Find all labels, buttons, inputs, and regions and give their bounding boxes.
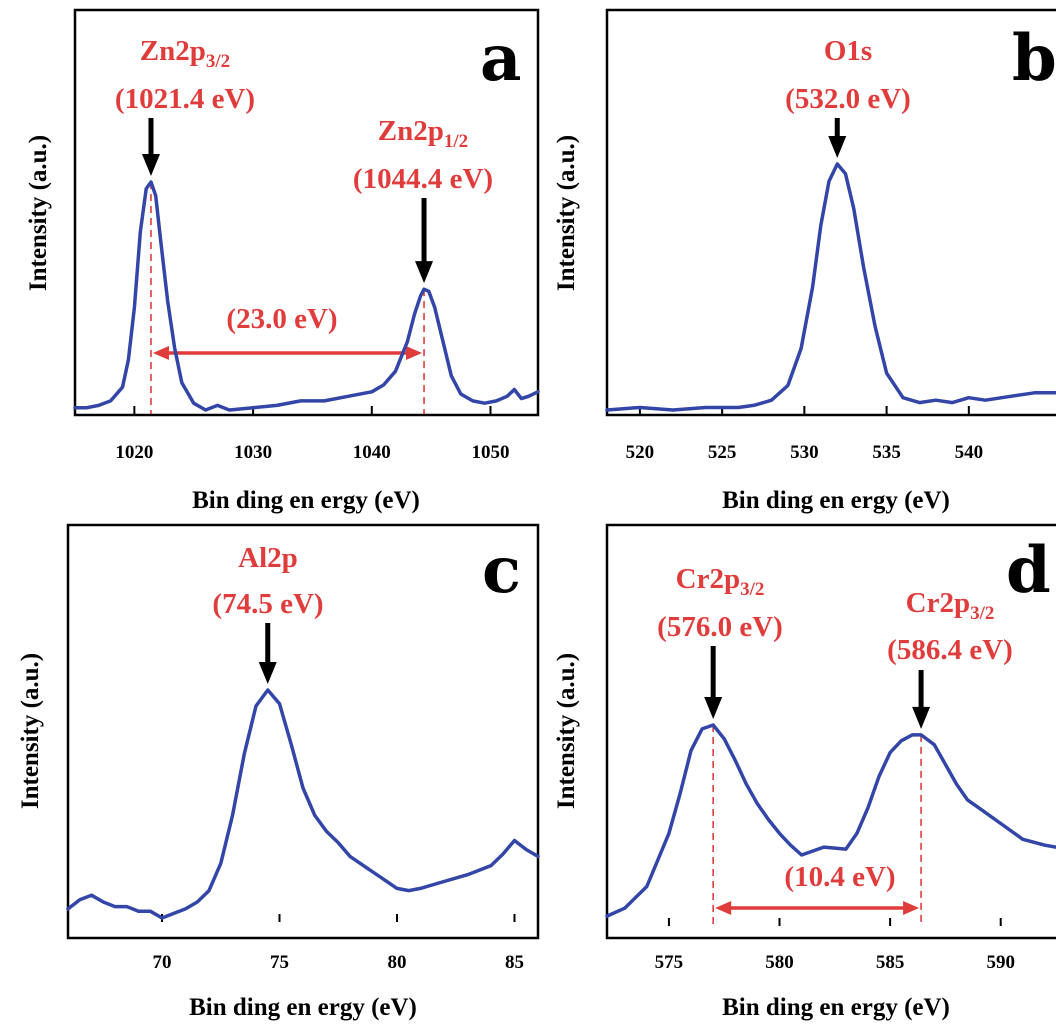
x-tick-label: 70 [153,952,172,973]
panel-a-peak-1-label: Zn2p3/2 (1021.4 eV) [115,35,255,115]
panel-d-x-ticks: 575 580 585 590 [655,918,1015,973]
peak-name: Cr2p [676,563,740,595]
panel-a-x-ticks: 1020 1030 1040 1050 [115,406,510,463]
panel-a-separation-label: (23.0 eV) [226,303,337,335]
peak-arrow-head [258,662,277,684]
panel-b-letter: b [1012,21,1056,96]
x-tick-label: 520 [626,442,655,463]
panel-b-x-axis-title: Bin ding en ergy (eV) [722,487,950,514]
peak-arrow-head [704,697,723,719]
svg-text:Cr2p3/2: Cr2p3/2 [906,587,995,624]
peak-value: (532.0 eV) [785,83,911,115]
svg-text:O1s: O1s [824,35,872,67]
panel-b-peak-1-label: O1s (532.0 eV) [785,35,911,115]
x-tick-label: 585 [876,952,905,973]
panel-a-x-axis-title: Bin ding en ergy (eV) [192,487,420,514]
peak-subscript: 3/2 [970,603,994,624]
panel-b-frame [605,8,1056,417]
peak-name: Cr2p [906,587,970,619]
panel-c-spectrum-line [66,688,540,920]
peak-value: (576.0 eV) [657,611,783,643]
panel-b: b 520 525 530 535 540 O1s (532.0 eV) Bin din… [553,8,1056,514]
peak-arrow-head [828,136,847,158]
x-tick-label: 1030 [234,442,272,463]
panel-c-letter: c [482,533,521,608]
peak-name: Al2p [238,542,298,574]
svg-text:Al2p: Al2p [238,542,298,574]
panel-c-annotation-marks [258,623,277,684]
panel-a-frame [73,8,540,417]
separation-arrow-head-left [152,346,169,360]
x-tick-label: 1020 [115,442,153,463]
x-tick-label: 540 [955,442,984,463]
peak-name: O1s [824,35,872,67]
x-tick-label: 85 [505,952,524,973]
svg-text:Cr2p3/2: Cr2p3/2 [676,563,765,600]
panel-d-y-axis-title: Intensity (a.u.) [553,653,580,809]
panel-a-letter: a [480,21,521,96]
peak-subscript: 3/2 [740,579,764,600]
panel-c-frame [66,523,540,940]
x-tick-label: 75 [270,952,289,973]
panel-d-x-axis-title: Bin ding en ergy (eV) [722,994,950,1021]
panel-c-y-axis-title: Intensity (a.u.) [17,653,44,809]
peak-name: Zn2p [378,115,444,147]
x-tick-label: 575 [655,952,684,973]
peak-arrow-head [141,154,160,176]
panel-a-spectrum-line [73,180,540,412]
x-tick-label: 1050 [472,442,510,463]
panel-d-peak-2-label: Cr2p3/2 (586.4 eV) [887,587,1013,666]
svg-text:Zn2p3/2: Zn2p3/2 [140,35,230,72]
separation-arrow-head-left [715,901,732,915]
panel-c-x-axis-title: Bin ding en ergy (eV) [189,994,417,1021]
panel-a-y-axis-title: Intensity (a.u.) [25,135,52,291]
peak-value: (1021.4 eV) [115,83,255,115]
peak-value: (1044.4 eV) [353,163,493,195]
x-tick-label: 530 [790,442,819,463]
panel-a-peak-2-label: Zn2p1/2 (1044.4 eV) [353,115,493,195]
panel-c: c 70 75 80 85 Al2p (74.5 eV) Bin ding en er… [17,523,540,1021]
panel-d-annotation-marks [704,646,931,926]
panel-d-spectrum-line [605,723,1056,918]
peak-subscript: 3/2 [206,51,230,72]
panel-d-separation-label: (10.4 eV) [784,861,895,893]
separation-arrow-head-right [903,901,920,915]
x-tick-label: 80 [388,952,407,973]
x-tick-label: 590 [986,952,1015,973]
peak-arrow-head [415,261,434,284]
x-tick-label: 1040 [353,442,391,463]
x-tick-label: 580 [765,952,794,973]
panel-d-peak-1-label: Cr2p3/2 (576.0 eV) [657,563,783,643]
separation-arrow-head-right [406,346,423,360]
panel-d-frame [605,523,1056,940]
peak-value: (74.5 eV) [212,588,323,620]
panel-b-y-axis-title: Intensity (a.u.) [553,135,580,291]
peak-value: (586.4 eV) [887,634,1013,666]
peak-name: Zn2p [140,35,206,67]
panel-a: a 1020 1030 1040 1050 Zn2p3/2 (1021.4 eV) Z… [25,8,540,514]
panel-a-annotation-marks [141,118,434,414]
panel-d-letter: d [1006,533,1051,608]
panel-b-spectrum-line [605,162,1056,412]
panel-c-peak-1-label: Al2p (74.5 eV) [212,542,323,620]
panel-b-annotation-marks [828,118,847,158]
peak-subscript: 1/2 [444,131,468,152]
panel-b-x-ticks: 520 525 530 535 540 [626,406,983,463]
x-tick-label: 525 [708,442,737,463]
x-tick-label: 535 [872,442,901,463]
svg-text:Zn2p1/2: Zn2p1/2 [378,115,468,152]
peak-arrow-head [912,706,931,729]
panel-d: d 575 580 585 590 Cr2p3/2 (576.0 eV) Cr2p3/… [553,523,1056,1021]
panel-c-x-ticks: 70 75 80 85 [153,914,524,973]
